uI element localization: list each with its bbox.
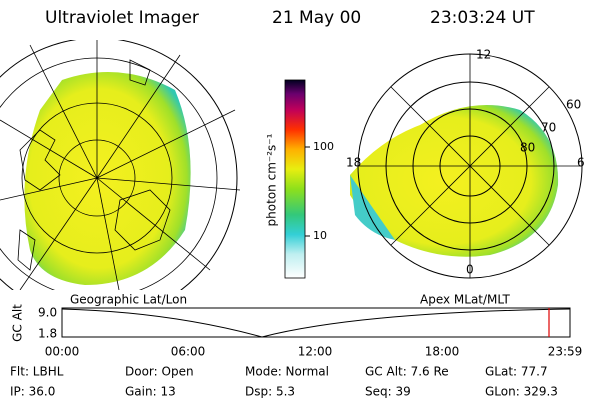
info-field: Door: Open [125,365,194,379]
timeline-box [61,307,571,338]
timeline-x-label: 23:59 [548,345,583,359]
right-panel-label: Apex MLat/MLT [420,293,510,307]
mlt-label: 18 [346,156,361,170]
info-field: Seq: 39 [365,385,411,399]
left-panel-label: Geographic Lat/Lon [70,293,187,307]
info-fields: Flt: LBHL Door: Open Mode: Normal GC Alt: 7… [10,365,558,399]
info-field: IP: 36.0 [10,385,55,399]
mlt-label: 6 [577,156,585,170]
timeline-axis-label: GC Alt [11,304,25,342]
timeline-y-label: 9.0 [38,306,57,320]
mlat-label: 60 [566,98,581,112]
geographic-image [0,40,241,290]
mlat-label: 70 [541,121,556,135]
info-field: GLon: 329.3 [485,385,558,399]
info-field: Gain: 13 [125,385,176,399]
colorbar-tick-label: 10 [313,229,327,242]
info-field: Dsp: 5.3 [245,385,295,399]
info-field: Flt: LBHL [10,365,64,379]
colorbar-unit: photon cm⁻²s⁻¹ [265,133,279,226]
info-field: GLat: 77.7 [485,365,548,379]
timeline-x-label: 12:00 [298,345,333,359]
mlat-label: 80 [520,141,535,155]
title: Ultraviolet Imager [45,8,199,28]
colorbar [284,79,306,279]
altitude-curve [61,308,571,338]
colorbar-tick-label: 100 [313,140,334,153]
info-field: GC Alt: 7.6 Re [365,365,449,379]
polar-image [350,53,583,279]
timeline-x-label: 00:00 [45,345,80,359]
timeline-x-label: 06:00 [171,345,206,359]
info-field: Mode: Normal [245,365,329,379]
mlt-label: 12 [476,48,491,62]
date: 21 May 00 [272,8,361,28]
timeline-y-label: 1.8 [38,327,57,341]
time: 23:03:24 UT [430,8,535,28]
timeline-x-label: 18:00 [425,345,460,359]
mlt-label: 0 [466,263,474,277]
